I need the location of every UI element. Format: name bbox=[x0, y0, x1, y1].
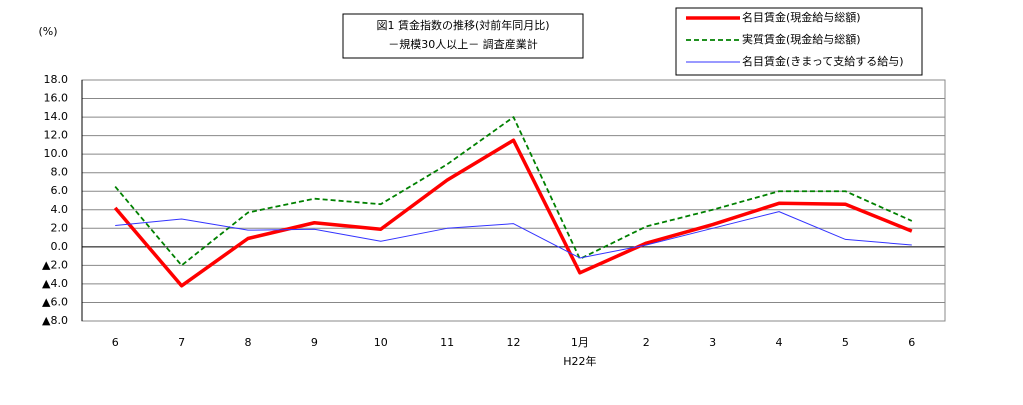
y-tick-label: 14.0 bbox=[44, 110, 69, 123]
y-tick-label: 2.0 bbox=[51, 221, 69, 234]
y-tick-label: ▲8.0 bbox=[42, 314, 68, 327]
y-tick-label: ▲4.0 bbox=[42, 277, 68, 290]
x-tick-label: 11 bbox=[440, 336, 454, 349]
y-tick-label: 0.0 bbox=[51, 240, 69, 253]
legend-box bbox=[675, 7, 923, 76]
x-tick-label: 3 bbox=[709, 336, 716, 349]
series-line bbox=[114, 116, 913, 267]
y-tick-label: 16.0 bbox=[44, 92, 69, 105]
x-tick-label: 6 bbox=[908, 336, 915, 349]
y-unit: (%) bbox=[38, 25, 57, 38]
legend-label: 名目賃金(現金給与総額) bbox=[742, 10, 861, 24]
x-tick-label: 6 bbox=[112, 336, 119, 349]
annotation: H22年 bbox=[563, 354, 596, 368]
title-box bbox=[342, 13, 584, 59]
chart-title: 図1 賃金指数の推移(対前年同月比) bbox=[376, 18, 549, 32]
x-tick-label: 12 bbox=[507, 336, 521, 349]
y-tick-label: ▲2.0 bbox=[42, 258, 68, 271]
x-tick-label: 1月 bbox=[571, 336, 589, 349]
series-line bbox=[113, 138, 913, 288]
y-tick-label: 10.0 bbox=[44, 147, 69, 160]
y-tick-label: 12.0 bbox=[44, 129, 69, 142]
y-tick-label: 18.0 bbox=[44, 73, 69, 86]
y-tick-label: ▲6.0 bbox=[42, 295, 68, 308]
x-tick-label: 4 bbox=[776, 336, 783, 349]
legend-label: 実質賃金(現金給与総額) bbox=[742, 32, 861, 46]
x-tick-label: 7 bbox=[178, 336, 185, 349]
x-tick-label: 2 bbox=[643, 336, 650, 349]
y-tick-label: 6.0 bbox=[51, 184, 69, 197]
legend-label: 名目賃金(きまって支給する給与) bbox=[742, 54, 904, 68]
x-tick-label: 5 bbox=[842, 336, 849, 349]
y-tick-label: 4.0 bbox=[51, 203, 69, 216]
x-tick-label: 10 bbox=[374, 336, 388, 349]
x-tick-label: 8 bbox=[244, 336, 251, 349]
y-tick-label: 8.0 bbox=[51, 166, 69, 179]
series-line bbox=[115, 211, 912, 259]
x-tick-label: 9 bbox=[311, 336, 318, 349]
chart-subtitle: －規模30人以上－ 調査産業計 bbox=[388, 37, 538, 51]
